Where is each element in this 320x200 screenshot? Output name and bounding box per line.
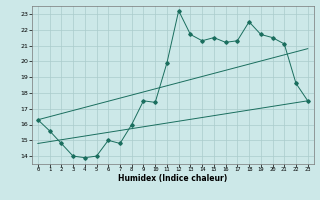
X-axis label: Humidex (Indice chaleur): Humidex (Indice chaleur)	[118, 174, 228, 183]
